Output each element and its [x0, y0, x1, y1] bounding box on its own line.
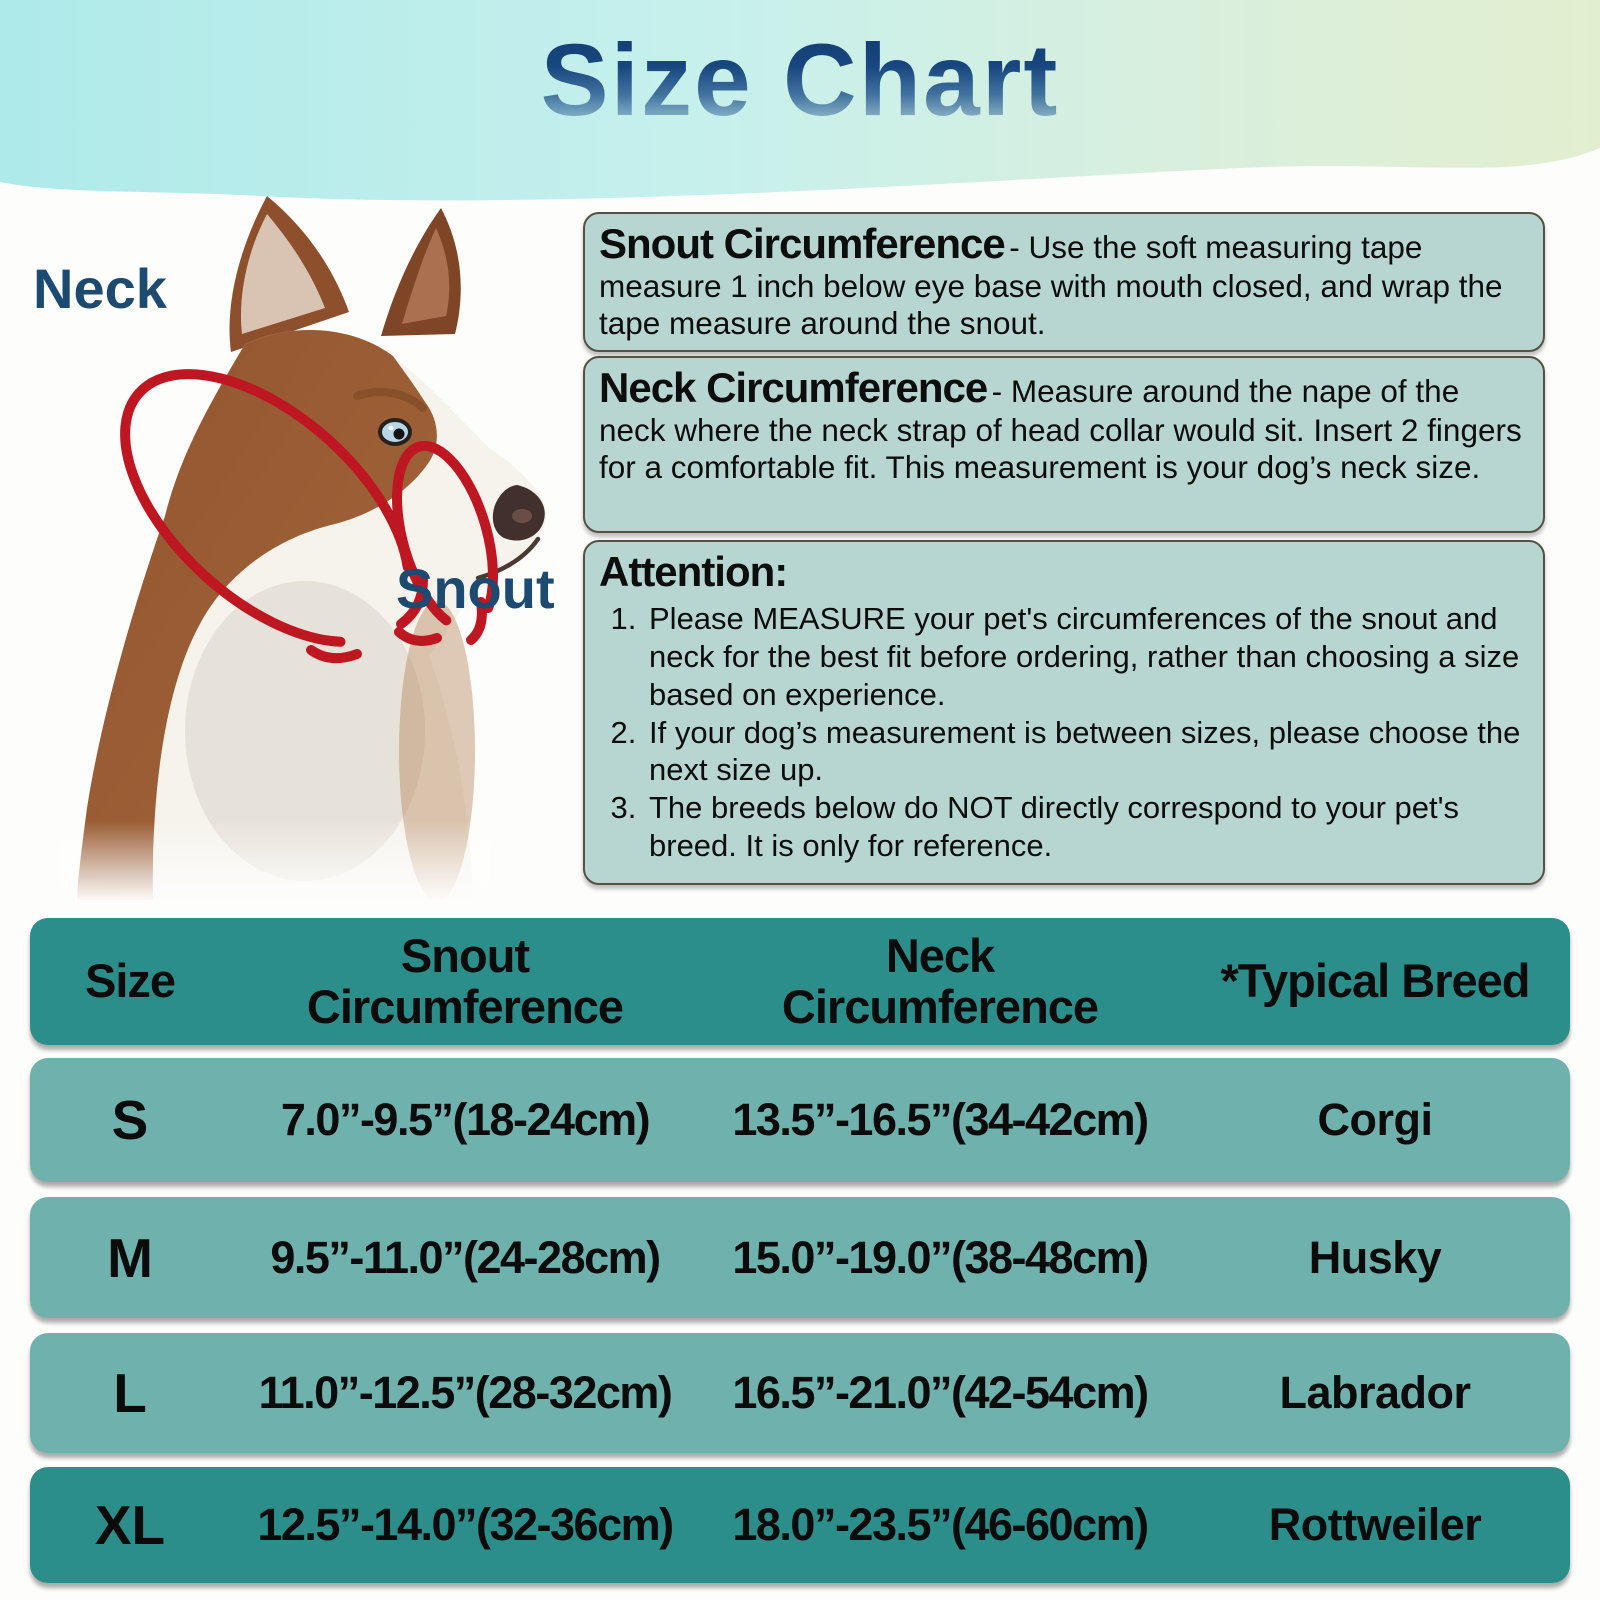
table-row-size-l: L 11.0”-12.5”(28-32cm) 16.5”-21.0”(42-54…: [30, 1333, 1570, 1453]
info-box-attention: Attention: Please MEASURE your pet's cir…: [583, 540, 1545, 885]
info-box-neck-circumference: Neck Circumference - Measure around the …: [583, 356, 1545, 533]
neck-circumference-value: 18.0”-23.5”(46-60cm): [732, 1499, 1149, 1550]
size-value: M: [107, 1226, 153, 1289]
table-row-size-m: M 9.5”-11.0”(24-28cm) 15.0”-19.0”(38-48c…: [30, 1197, 1570, 1318]
info-box-heading: Snout Circumference: [599, 220, 1006, 267]
table-row-size-xl: XL 12.5”-14.0”(32-36cm) 18.0”-23.5”(46-6…: [30, 1467, 1570, 1583]
dog-brown-fur: [77, 330, 437, 900]
column-header-size: Size: [84, 954, 176, 1008]
size-value: S: [111, 1089, 149, 1151]
snout-circumference-value: 9.5”-11.0”(24-28cm): [270, 1231, 661, 1283]
typical-breed-value: Rottweiler: [1268, 1499, 1482, 1550]
neck-circumference-value: 15.0”-19.0”(38-48cm): [732, 1231, 1149, 1283]
brow-shading: [353, 388, 427, 412]
snout-circumference-value: 7.0”-9.5”(18-24cm): [280, 1094, 651, 1145]
info-box-body: - Measure around the nape of the neck wh…: [599, 373, 1522, 485]
neck-circumference-value: 13.5”-16.5”(34-42cm): [732, 1094, 1149, 1145]
dog-ears: [229, 196, 461, 352]
column-header-typical-breed: *Typical Breed: [1220, 954, 1530, 1008]
size-value: L: [113, 1362, 147, 1424]
husky-dog-photo: [60, 196, 547, 902]
page-title: Size Chart: [0, 22, 1600, 139]
photo-bottom-fade: [60, 821, 490, 902]
attention-list: Please MEASURE your pet's circumferences…: [599, 600, 1529, 865]
info-box-snout-circumference: Snout Circumference - Use the soft measu…: [583, 212, 1545, 352]
column-header-snout-circumference: Snout Circumference: [306, 928, 624, 1033]
neck-label: Neck: [33, 257, 167, 320]
typical-breed-value: Husky: [1308, 1231, 1442, 1283]
size-table-header: Size Snout Circumference Neck Circumfere…: [30, 918, 1570, 1045]
snout-line-hook-1: [466, 597, 487, 645]
header-wave-band: [0, 0, 1600, 201]
snout-label: Snout: [396, 557, 555, 620]
neck-measure-line: [120, 369, 414, 647]
attention-item: Please MEASURE your pet's circumferences…: [645, 600, 1529, 713]
snout-line-hook-2: [394, 627, 442, 646]
attention-heading: Attention:: [599, 548, 788, 595]
neck-circumference-value: 16.5”-21.0”(42-54cm): [732, 1367, 1149, 1418]
dog-nose: [492, 485, 545, 541]
typical-breed-value: Labrador: [1279, 1367, 1471, 1418]
column-header-neck-circumference: Neck Circumference: [781, 928, 1099, 1033]
dog-eye: [378, 418, 412, 446]
table-row-size-s: S 7.0”-9.5”(18-24cm) 13.5”-16.5”(34-42cm…: [30, 1058, 1570, 1182]
info-box-body: - Use the soft measuring tape measure 1 …: [599, 229, 1503, 341]
typical-breed-value: Corgi: [1317, 1094, 1434, 1145]
measuring-lines: [120, 369, 498, 664]
neck-line-hook-2: [306, 645, 362, 664]
size-value: XL: [94, 1494, 166, 1556]
snout-measure-line: [392, 440, 498, 634]
chest-shading: [185, 581, 425, 881]
info-box-heading: Neck Circumference: [599, 364, 988, 411]
attention-item: The breeds below do NOT directly corresp…: [645, 789, 1529, 865]
dog-mouth: [475, 536, 541, 581]
attention-item: If your dog’s measurement is between siz…: [645, 714, 1529, 790]
snout-circumference-value: 11.0”-12.5”(28-32cm): [258, 1367, 673, 1418]
snout-circumference-value: 12.5”-14.0”(32-36cm): [257, 1499, 674, 1550]
